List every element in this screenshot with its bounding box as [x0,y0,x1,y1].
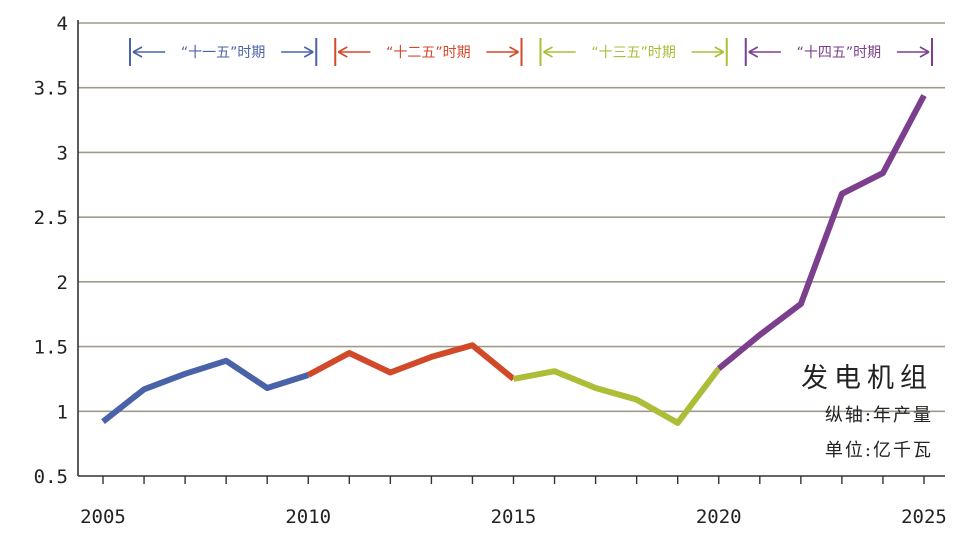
arrow-head-left-icon [132,46,143,58]
period-bracket: “十二五”时期 [334,38,523,66]
y-tick-labels: 0.5 1 1.5 2 2.5 3 3.5 4 [34,13,68,488]
y-tick-label: 1 [57,401,68,423]
chart-annotation-unit: 单位:亿千瓦 [824,440,933,461]
period-label: “十三五”时期 [591,45,676,61]
arrow-head-left-icon [748,46,759,58]
period-bracket: “十三五”时期 [539,38,728,66]
y-tick-label: 3 [57,142,68,164]
x-tick-label: 2020 [696,506,742,528]
x-tick-labels: 2005 2010 2015 2020 2025 [80,506,947,528]
y-tick-label: 3.5 [34,78,68,100]
x-tick-label: 2015 [491,506,537,528]
chart-annotation-title: 发电机组 [801,363,933,394]
series-line [716,94,927,371]
period-label: “十一五”时期 [181,45,266,61]
arrow-head-right-icon [919,46,930,58]
period-brackets: “十一五”时期 “十二五”时期 “十三五”时期 “十四五”时期 [129,38,933,66]
period-bracket: “十四五”时期 [744,38,933,66]
x-tick-label: 2005 [80,506,126,528]
y-tick-label: 2.5 [34,207,68,229]
x-tick-label: 2025 [901,506,947,528]
arrow-head-right-icon [303,46,314,58]
arrow-head-right-icon [714,46,725,58]
y-tick-label: 0.5 [34,466,68,488]
data-series [101,94,927,426]
series-line [306,342,516,382]
chart-annotation-yaxis: 纵轴:年产量 [824,405,933,426]
arrow-head-left-icon [543,46,553,58]
arrow-head-right-icon [509,46,519,58]
series-line [512,366,722,426]
y-tick-label: 4 [57,13,68,35]
series-line [101,357,310,424]
axes [77,20,945,484]
period-label: “十四五”时期 [797,45,882,61]
period-label: “十二五”时期 [386,45,471,61]
x-tick-label: 2010 [285,506,331,528]
y-tick-label: 1.5 [34,337,68,359]
y-tick-label: 2 [57,272,68,294]
gridlines [78,22,945,413]
period-bracket: “十一五”时期 [129,38,318,66]
arrow-head-left-icon [337,46,348,58]
